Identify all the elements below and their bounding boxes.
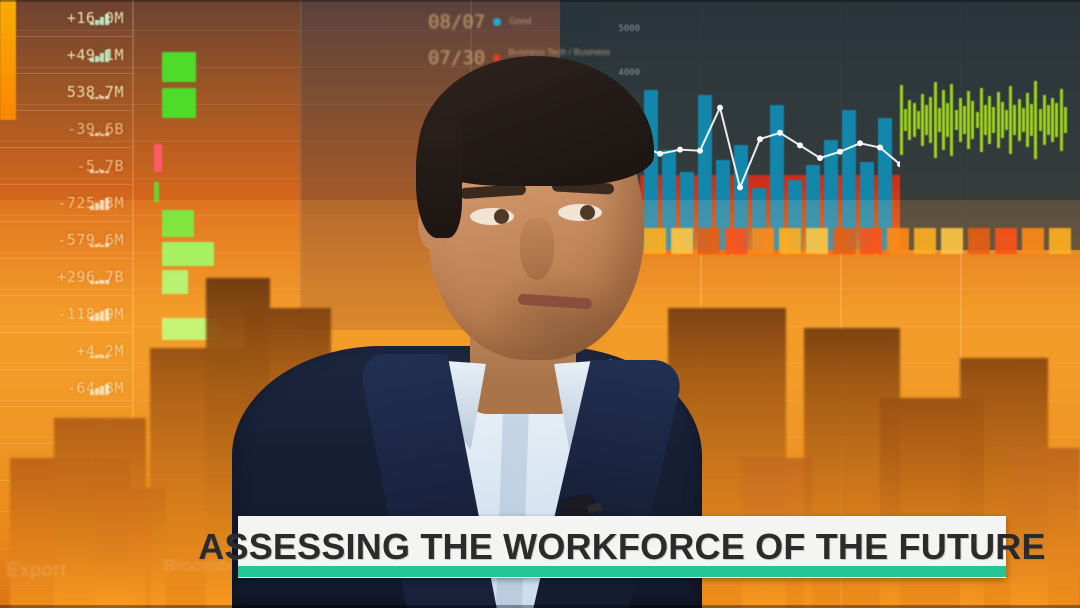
volatility-spike: [900, 85, 903, 155]
volatility-spike: [1034, 81, 1038, 159]
volatility-spike: [979, 88, 983, 152]
date-note-text: Good: [509, 16, 532, 27]
block-chart-cell: [154, 182, 159, 202]
ticker-row: -39.6B: [0, 111, 132, 148]
price-line-chart: [640, 104, 900, 191]
volatility-spike: [1063, 107, 1067, 133]
ticker-row: 538.7M: [0, 74, 132, 111]
date-text: 08/07: [428, 11, 486, 33]
volatility-spike: [996, 92, 1000, 148]
ticker-value: -39.6B: [66, 120, 124, 138]
volatility-spike: [921, 94, 924, 146]
volatility-spike: [904, 109, 908, 131]
volatility-spike: [1047, 105, 1050, 135]
ticker-value: +49.1M: [66, 46, 124, 64]
block-chart-cell: [162, 88, 196, 118]
date-marker-dot: [493, 18, 502, 26]
volatility-spike: [1038, 109, 1042, 131]
block-chart-cell: [154, 144, 162, 172]
bottom-letterbox-edge: [0, 605, 1080, 608]
sparkline-icon: [90, 124, 110, 136]
sparkline-icon: [90, 50, 110, 62]
ticker-row: +49.1M: [0, 37, 132, 74]
volatility-spike: [933, 82, 937, 158]
volatility-spike: [958, 98, 962, 142]
volatility-spike: [1026, 93, 1029, 147]
volatility-spike: [975, 112, 979, 128]
banner-accent-bar: [238, 566, 1006, 577]
sparkline-icon: [90, 13, 110, 25]
block-chart-cell: [162, 52, 196, 82]
chin-shadow: [482, 268, 622, 354]
iris-right: [580, 205, 595, 220]
top-letterbox-edge: [0, 0, 1080, 2]
ticker-value: -5.7B: [76, 157, 124, 175]
volatility-spike: [1009, 86, 1013, 154]
volatility-spike: [984, 105, 987, 135]
volatility-spike: [1055, 103, 1059, 137]
volatility-spike: [1042, 95, 1046, 145]
volatility-spike: [963, 106, 966, 134]
nose: [520, 218, 554, 280]
date-marker-dot: [493, 54, 501, 62]
volatility-spike: [1005, 110, 1008, 130]
ticker-row: -5.7B: [0, 148, 132, 185]
eye-left: [470, 208, 514, 225]
volatility-spike: [912, 103, 916, 137]
date-row: 08/07 Good: [428, 4, 618, 40]
volatility-spike: [1051, 98, 1055, 142]
axis-tick-label: 4000: [618, 68, 640, 78]
sparkline-icon: [90, 87, 110, 99]
volatility-spike: [946, 103, 950, 137]
volatility-spike: [1017, 99, 1021, 141]
export-watermark-text: Export: [6, 560, 67, 581]
volatility-spike: [1000, 102, 1004, 138]
volatility-spike: [971, 101, 975, 139]
volatility-spike: [937, 108, 941, 132]
hair-sideburn: [416, 120, 462, 238]
volatility-spike: [942, 90, 945, 150]
volatility-spike: [988, 96, 992, 144]
amber-candle-bar: [0, 0, 16, 120]
sparkline-icon: [90, 161, 110, 173]
volatility-spike: [1059, 89, 1063, 151]
eye-right: [558, 204, 602, 221]
iris-left: [494, 209, 509, 224]
axis-tick-label: 5000: [618, 24, 640, 34]
volatility-spike: [992, 107, 996, 133]
volatility-spike: [1013, 105, 1017, 135]
volatility-spike: [925, 105, 929, 135]
volatility-spike: [916, 111, 920, 129]
ticker-value: 538.7M: [66, 83, 124, 101]
volatility-spike: [950, 84, 954, 156]
ticker-row: +16.0M: [0, 0, 132, 37]
volatility-spike-chart: [900, 30, 1070, 210]
volatility-spike: [1030, 104, 1034, 136]
volatility-spike: [967, 91, 971, 149]
volatility-spike: [929, 97, 933, 143]
volatility-spike: [954, 110, 958, 130]
ticker-value: +16.0M: [66, 9, 124, 27]
date-text: 07/30: [428, 47, 486, 69]
volatility-spike: [1021, 108, 1025, 132]
banner-headline: ASSESSING THE WORKFORCE OF THE FUTURE: [198, 526, 1046, 567]
volatility-spike: [908, 100, 912, 140]
